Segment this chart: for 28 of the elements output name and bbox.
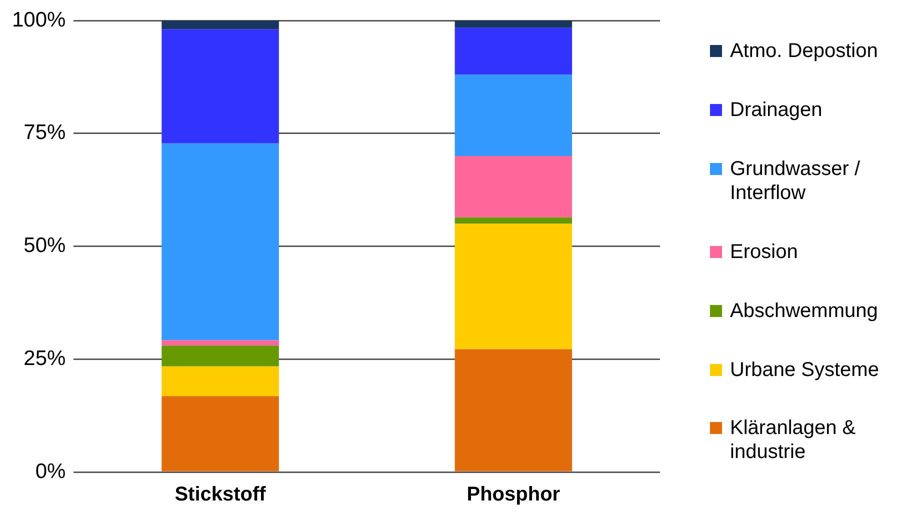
x-tick-label: Stickstoff [174, 484, 266, 506]
y-tick-label: 100% [12, 8, 66, 32]
bar [162, 143, 279, 340]
y-tick-label: 25% [24, 346, 66, 370]
bar [162, 346, 279, 366]
y-tick-label: 0% [35, 460, 66, 483]
bar [454, 20, 572, 28]
legend-label: Urbane Systeme [730, 358, 879, 382]
y-tick-label: 75% [24, 121, 66, 144]
x-tick-label: Phosphor [466, 484, 560, 506]
bar [162, 29, 279, 144]
bar [454, 224, 572, 350]
legend-label: Atmo. Depostion [730, 39, 878, 64]
bar [162, 396, 279, 472]
legend-label: Erosion [730, 240, 798, 264]
bar [162, 20, 279, 30]
bar [454, 156, 572, 218]
legend-label: Abschwemmung [730, 298, 878, 323]
legend-label: Grundwasser / Interflow [730, 157, 862, 206]
bar [454, 349, 572, 472]
legend-label: Drainagen [730, 98, 822, 122]
y-tick-label: 50% [24, 234, 66, 258]
legend-label: Kläranlagen & industrie [730, 416, 857, 464]
bar [162, 366, 279, 396]
bar [162, 340, 279, 346]
bar [454, 217, 572, 224]
bar [454, 28, 572, 75]
bar [454, 74, 572, 156]
